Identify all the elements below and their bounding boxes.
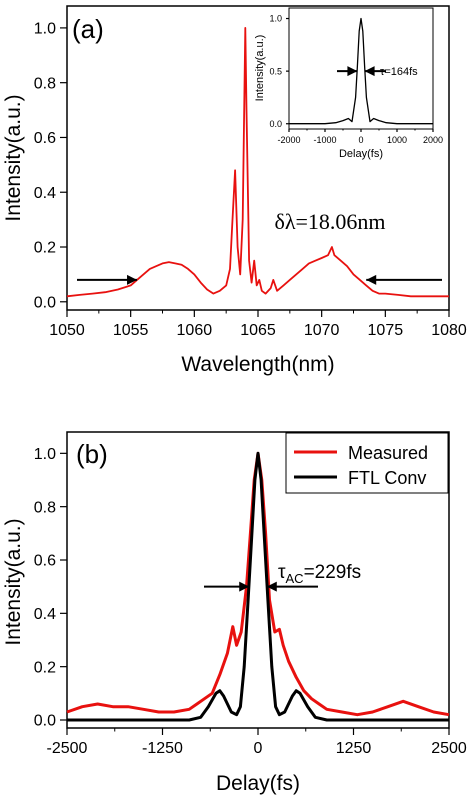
panel-a-y-axis-label: Intensity(a.u.) (2, 94, 25, 221)
panel-b-y-tick-label: 0.6 (34, 553, 56, 570)
panel-a-y-ticks: 0.0 0.2 0.4 0.6 0.8 1.0 (34, 21, 67, 311)
inset-arrow-left-head (347, 66, 358, 77)
panel-a-y-tick-label: 0.6 (34, 130, 56, 147)
panel-a-bandwidth-annotation: δλ=18.06nm (274, 209, 385, 234)
panel-b-y-tick-label: 0.8 (34, 499, 56, 516)
panel-a-x-ticks: 1050 1055 1060 1065 1070 1075 1080 (49, 310, 467, 339)
inset-pulse-markers (337, 66, 386, 77)
tau-value: =229fs (304, 562, 362, 583)
panel-b-series-ftl-conv-line (67, 451, 449, 722)
bandwidth-arrow-left-head (127, 274, 138, 285)
panel-a-series-layer (66, 26, 449, 298)
inset-plot-frame (288, 7, 434, 130)
panel-b-legend: Measured FTL Conv (285, 432, 449, 494)
panel-b-y-ticks: 0.0 0.2 0.4 0.6 0.8 1.0 (34, 446, 67, 730)
panel-a-label: (a) (72, 14, 104, 44)
tau-symbol: τ (278, 562, 286, 583)
panel-a-y-tick-label: 0.2 (34, 240, 56, 257)
panel-b-label: (b) (76, 439, 108, 469)
panel-b-x-tick-label: 1250 (336, 740, 372, 757)
panel-b-y-axis-label: Intensity(a.u.) (2, 518, 25, 645)
panel-a-x-tick-label: 1050 (49, 322, 85, 339)
pulse-arrow-right-head (266, 581, 277, 592)
panel-b-x-tick-label: -2500 (47, 740, 88, 757)
inset-x-tick-label: 2000 (423, 135, 443, 145)
tau-subscript: AC (286, 571, 304, 586)
inset-y-tick-label: 1.0 (269, 14, 282, 24)
panel-a-y-tick-label: 1.0 (34, 21, 56, 38)
inset-x-axis-label: Delay(fs) (339, 148, 383, 160)
inset-pulse-annotation: τ=164fs (380, 66, 418, 78)
legend-label-measured: Measured (348, 443, 428, 463)
inset-y-axis-label: Intensity(a.u.) (254, 35, 266, 102)
panel-a-y-tick-label: 0.4 (34, 185, 56, 202)
bandwidth-arrow-right-head (366, 274, 377, 285)
panel-a-x-tick-label: 1060 (177, 322, 213, 339)
pulse-arrow-left-head (239, 581, 250, 592)
panel-b-y-tick-label: 0.4 (34, 606, 56, 623)
panel-b-autocorrelation: -2500 -1250 0 1250 2500 0.0 0.2 0.4 0.6 0.8 1.0 (… (2, 431, 467, 795)
inset-series-0-line (289, 17, 433, 125)
panel-a-x-tick-label: 1080 (431, 322, 467, 339)
panel-b-x-tick-label: 0 (254, 740, 263, 757)
panel-b-x-ticks: -2500 -1250 0 1250 2500 (47, 728, 467, 757)
panel-a-series-0-line (66, 26, 449, 298)
panel-a-x-axis-label: Wavelength(nm) (181, 353, 334, 376)
panel-a-bandwidth-markers (77, 274, 442, 285)
panel-b-pulse-annotation: τAC=229fs (278, 562, 361, 586)
panel-b-x-axis-label: Delay(fs) (216, 772, 300, 795)
panel-a-spectrum: 1050 1055 1060 1065 1070 1075 1080 0.00.20.40.… (2, 5, 467, 376)
panel-b-pulse-markers (204, 581, 318, 592)
panel-b-x-tick-label: -1250 (142, 740, 183, 757)
inset-arrow-right-head (364, 66, 375, 77)
panel-a-y-tick-label: 0.8 (34, 75, 56, 92)
inset-x-tick-label: -1000 (313, 135, 336, 145)
panel-b-y-tick-label: 0.2 (34, 659, 56, 676)
panel-a-x-tick-label: 1070 (304, 322, 340, 339)
inset-x-tick-label: 0 (358, 135, 363, 145)
panel-b-y-tick-label: 0.0 (34, 713, 56, 730)
panel-a-inset: -2000 -1000 0 1000 2000 0.00.51.0 Delay(fs) … (254, 7, 443, 160)
panel-a-x-tick-label: 1075 (368, 322, 404, 339)
panel-b-series-layer (66, 451, 450, 722)
inset-y-tick-label: 0.5 (269, 66, 282, 76)
legend-box (285, 432, 449, 494)
inset-y-tick-label: 0.0 (269, 119, 282, 129)
panel-a-x-tick-label: 1055 (113, 322, 149, 339)
legend-label-ftl-conv: FTL Conv (348, 468, 426, 488)
inset-x-tick-label: 1000 (387, 135, 407, 145)
inset-y-ticks: 0.0 0.5 1.0 (269, 14, 289, 129)
panel-a-x-tick-label: 1065 (240, 322, 276, 339)
inset-x-tick-label: -2000 (277, 135, 300, 145)
inset-x-ticks: -2000 -1000 0 1000 2000 (277, 129, 443, 145)
panel-a-y-tick-label: 0.0 (34, 294, 56, 311)
panel-b-y-tick-label: 1.0 (34, 446, 56, 463)
panel-b-x-tick-label: 2500 (431, 740, 467, 757)
inset-series-layer (289, 17, 433, 125)
